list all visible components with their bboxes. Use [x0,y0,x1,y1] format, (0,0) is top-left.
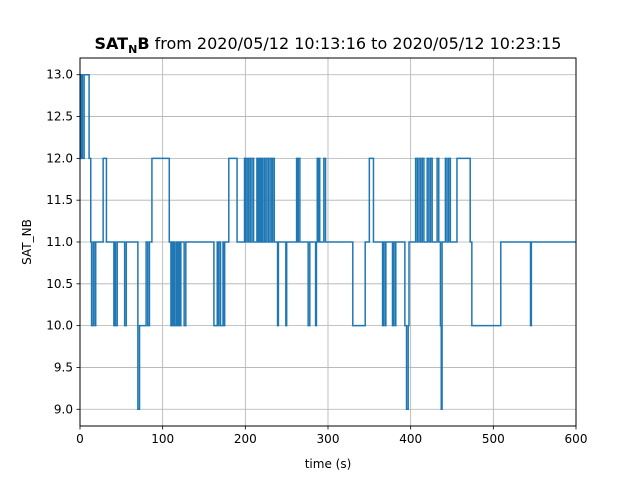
x-axis: 0 100 200 300 400 500 600 [76,426,587,446]
y-axis-label: SAT_NB [20,219,34,265]
x-tick-label: 200 [234,432,257,446]
x-tick-label: 500 [482,432,505,446]
y-tick-label: 11.0 [46,235,73,249]
series-line [80,73,576,411]
x-tick-label: 100 [151,432,174,446]
y-tick-label: 9.0 [54,402,73,416]
y-tick-label: 10.5 [46,277,73,291]
y-tick-label: 13.0 [46,68,73,82]
x-axis-label: time (s) [305,457,352,471]
y-tick-label: 11.5 [46,193,73,207]
y-axis: 9.0 9.5 10.0 10.5 11.0 11.5 12.0 12.5 13.0 [46,68,80,416]
y-tick-label: 12.5 [46,110,73,124]
x-tick-label: 300 [317,432,340,446]
x-tick-label: 600 [565,432,588,446]
y-tick-label: 10.0 [46,319,73,333]
x-tick-label: 400 [399,432,422,446]
series-layer [80,73,576,411]
y-tick-label: 9.5 [54,360,73,374]
x-tick-label: 0 [76,432,84,446]
y-tick-label: 12.0 [46,151,73,165]
chart-title: SATNB from 2020/05/12 10:13:16 to 2020/0… [95,34,562,56]
